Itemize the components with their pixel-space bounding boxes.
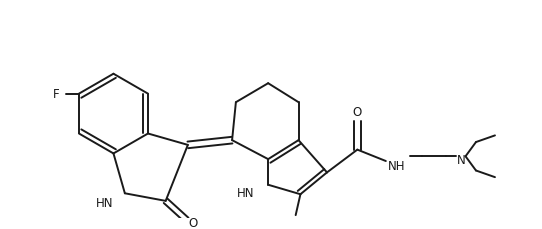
Text: O: O <box>353 106 362 119</box>
Text: HN: HN <box>237 186 255 199</box>
Text: NH: NH <box>388 160 405 172</box>
Text: O: O <box>189 216 198 229</box>
Text: HN: HN <box>96 196 113 209</box>
Text: N: N <box>457 153 466 166</box>
Text: F: F <box>53 88 60 101</box>
